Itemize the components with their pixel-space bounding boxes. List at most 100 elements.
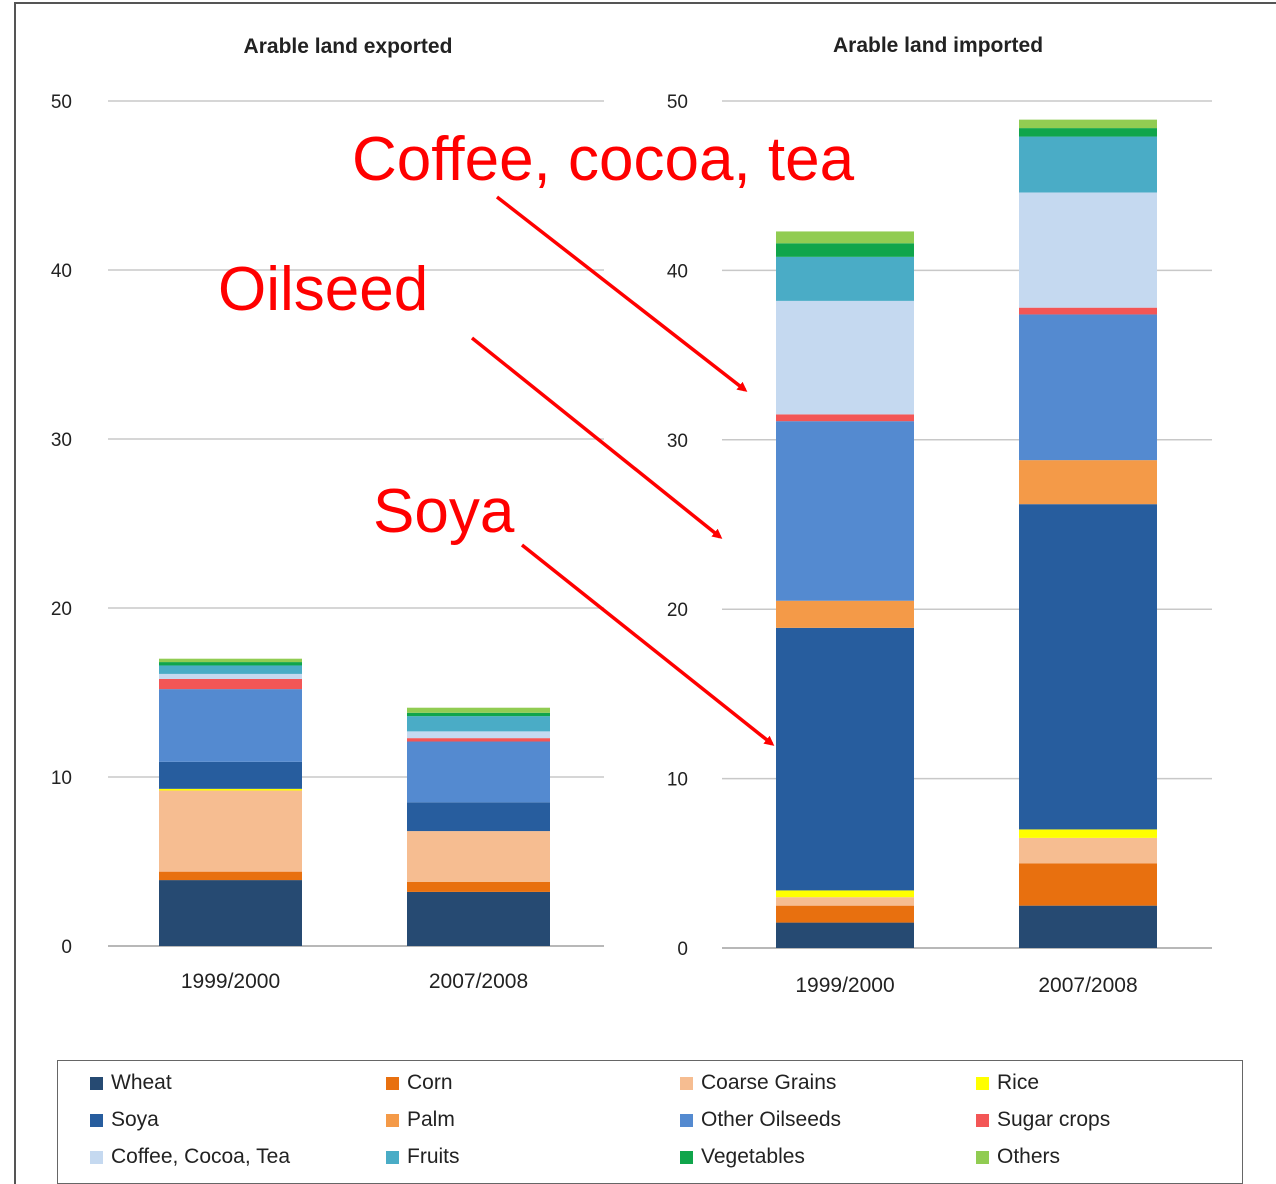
bar-segment-soya <box>159 761 302 789</box>
bar-segment-other-oilseeds <box>1019 314 1157 461</box>
legend-item-sugar-crops: Sugar crops <box>976 1108 1110 1132</box>
legend-label: Soya <box>111 1108 159 1131</box>
bar-segment-coffee-cocoa-tea <box>1019 192 1157 308</box>
legend-item-others: Others <box>976 1145 1060 1169</box>
annotation-label: Coffee, cocoa, tea <box>352 125 855 194</box>
legend-label: Vegetables <box>701 1145 805 1168</box>
legend-swatch <box>976 1113 989 1127</box>
bar-segment-wheat <box>159 880 302 946</box>
bar-segment-others <box>1019 119 1157 129</box>
bar-segment-wheat <box>407 891 550 946</box>
y-tick-label: 20 <box>51 599 72 620</box>
chart-legend: Wheat Corn Coarse Grains Rice Soya Palm Other … <box>57 1060 1243 1184</box>
legend-label: Palm <box>407 1108 455 1131</box>
bar-segment-rice <box>159 788 302 791</box>
legend-label: Coarse Grains <box>701 1071 837 1094</box>
legend-label: Wheat <box>111 1071 172 1094</box>
bar-segment-others <box>776 231 914 244</box>
y-tick-label: 0 <box>61 937 72 958</box>
x-category-label: 2007/2008 <box>1038 974 1137 997</box>
x-category-label: 1999/2000 <box>795 974 894 997</box>
legend-item-corn: Corn <box>386 1071 453 1095</box>
bar-segment-soya <box>1019 504 1157 830</box>
bar-segment-others <box>159 658 302 663</box>
bar-segment-corn <box>407 881 550 892</box>
legend-item-soya: Soya <box>90 1108 159 1132</box>
y-tick-label: 40 <box>51 261 72 282</box>
bar-segment-corn <box>159 871 302 881</box>
bar-segment-coffee-cocoa-tea <box>159 673 302 679</box>
legend-swatch <box>90 1150 103 1164</box>
legend-swatch <box>90 1076 103 1090</box>
x-category-label: 1999/2000 <box>181 970 280 993</box>
legend-swatch <box>386 1150 399 1164</box>
bar-segment-others <box>407 707 550 713</box>
chart-panel-1: Arable land exported 0 10 20 30 40 50 1999/2000… <box>51 35 604 993</box>
bar-segment-rice <box>776 890 914 898</box>
bar-segment-coarse-grains <box>1019 837 1157 864</box>
y-tick-label: 10 <box>51 768 72 789</box>
annotation-label: Soya <box>373 477 515 546</box>
bar-segment-coarse-grains <box>776 897 914 906</box>
bar-segment-vegetables <box>407 712 550 717</box>
legend-swatch <box>680 1076 693 1090</box>
y-tick-label: 10 <box>667 770 688 791</box>
y-tick-label: 50 <box>667 92 688 113</box>
bar-segment-palm <box>776 600 914 628</box>
chart-title: Arable land exported <box>244 35 453 58</box>
legend-label: Other Oilseeds <box>701 1108 842 1131</box>
legend-label: Coffee, Cocoa, Tea <box>111 1145 291 1168</box>
legend-item-rice: Rice <box>976 1071 1039 1095</box>
y-tick-label: 30 <box>667 431 688 452</box>
legend-swatch <box>680 1150 693 1164</box>
legend-swatch <box>386 1076 399 1090</box>
bar-segment-corn <box>776 905 914 923</box>
bar-segment-soya <box>776 627 914 891</box>
legend-item-palm: Palm <box>386 1108 455 1132</box>
legend-item-coarse-grains: Coarse Grains <box>680 1071 836 1095</box>
bar-segment-wheat <box>1019 905 1157 948</box>
bar-segment-rice <box>1019 829 1157 838</box>
bar-segment-soya <box>407 802 550 832</box>
legend-item-fruits: Fruits <box>386 1145 460 1169</box>
bar-segment-vegetables <box>1019 128 1157 137</box>
bar-segment-corn <box>1019 863 1157 906</box>
legend-item-vegetables: Vegetables <box>680 1145 805 1169</box>
bar-segment-palm <box>1019 460 1157 505</box>
y-tick-label: 20 <box>667 600 688 621</box>
bar-segment-coffee-cocoa-tea <box>776 300 914 415</box>
bar-segment-fruits <box>159 665 302 674</box>
legend-item-wheat: Wheat <box>90 1071 172 1095</box>
legend-swatch <box>90 1113 103 1127</box>
bar-segment-fruits <box>407 716 550 732</box>
bar-segment-vegetables <box>159 662 302 666</box>
bar-segment-sugar-crops <box>407 738 550 742</box>
legend-item-coffee-cocoa-tea: Coffee, Cocoa, Tea <box>90 1145 290 1169</box>
annotation-label: Oilseed <box>218 255 428 324</box>
legend-label: Fruits <box>407 1145 460 1168</box>
y-tick-label: 40 <box>667 261 688 282</box>
legend-swatch <box>976 1076 989 1090</box>
y-tick-label: 30 <box>51 430 72 451</box>
y-tick-label: 0 <box>677 939 688 960</box>
legend-label: Others <box>997 1145 1061 1168</box>
bar-segment-other-oilseeds <box>776 421 914 601</box>
x-category-label: 2007/2008 <box>429 970 528 993</box>
legend-swatch <box>976 1150 989 1164</box>
bar-segment-fruits <box>1019 136 1157 193</box>
bar-segment-coffee-cocoa-tea <box>407 731 550 739</box>
legend-label: Sugar crops <box>997 1108 1111 1131</box>
chart-panel-2: Arable land imported 0 10 20 30 40 50 1999/2000… <box>667 34 1212 997</box>
legend-label: Rice <box>997 1071 1040 1094</box>
chart-title: Arable land imported <box>833 34 1043 57</box>
bar-segment-sugar-crops <box>159 678 302 690</box>
bar-segment-other-oilseeds <box>159 689 302 762</box>
bar-segment-coarse-grains <box>159 790 302 872</box>
legend-item-other-oilseeds: Other Oilseeds <box>680 1108 841 1132</box>
chart-frame <box>14 2 1276 1184</box>
bar-segment-vegetables <box>776 243 914 257</box>
annotation-arrow <box>495 195 748 392</box>
bar-segment-coarse-grains <box>407 831 550 882</box>
legend-swatch <box>386 1113 399 1127</box>
legend-swatch <box>680 1113 693 1127</box>
